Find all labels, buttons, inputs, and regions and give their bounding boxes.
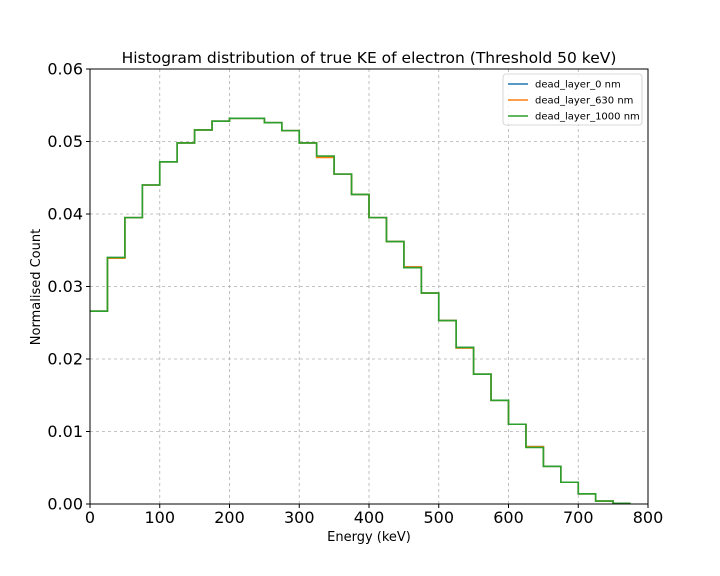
y-axis-label: Normalised Count bbox=[29, 229, 44, 345]
legend-label: dead_layer_630 nm bbox=[535, 96, 633, 107]
legend-label: dead_layer_1000 nm bbox=[535, 112, 640, 123]
legend-items: dead_layer_0 nm dead_layer_630 nm dead_lay… bbox=[508, 80, 640, 123]
x-axis-label: Energy (keV) bbox=[327, 530, 411, 545]
y-tick-label: 0.04 bbox=[47, 205, 83, 224]
x-tick-label: 600 bbox=[493, 508, 524, 527]
legend-label: dead_layer_0 nm bbox=[535, 80, 621, 91]
axis-ticks: 0 100 200 300 400 500 600 700 800 0.00 0.01 0.02 0.0… bbox=[47, 60, 663, 528]
series-line-2 bbox=[90, 117, 631, 505]
x-tick-label: 0 bbox=[85, 508, 95, 527]
legend: dead_layer_0 nm dead_layer_630 nm dead_lay… bbox=[502, 73, 643, 126]
x-tick-label: 800 bbox=[633, 508, 664, 527]
y-tick-label: 0.01 bbox=[47, 422, 83, 441]
legend-box bbox=[502, 73, 643, 126]
y-tick-label: 0.05 bbox=[47, 132, 83, 151]
y-tick-label: 0.03 bbox=[47, 277, 83, 296]
chart-title: Histogram distribution of true KE of ele… bbox=[122, 49, 617, 67]
x-tick-label: 500 bbox=[423, 508, 454, 527]
x-tick-label: 300 bbox=[284, 508, 315, 527]
x-tick-label: 200 bbox=[214, 508, 245, 527]
x-tick-label: 700 bbox=[563, 508, 594, 527]
x-tick-label: 400 bbox=[354, 508, 385, 527]
x-tick-label: 100 bbox=[144, 508, 175, 527]
y-tick-label: 0.00 bbox=[47, 495, 83, 514]
y-tick-label: 0.02 bbox=[47, 350, 83, 369]
series-lines bbox=[90, 117, 631, 505]
y-tick-label: 0.06 bbox=[47, 60, 83, 79]
